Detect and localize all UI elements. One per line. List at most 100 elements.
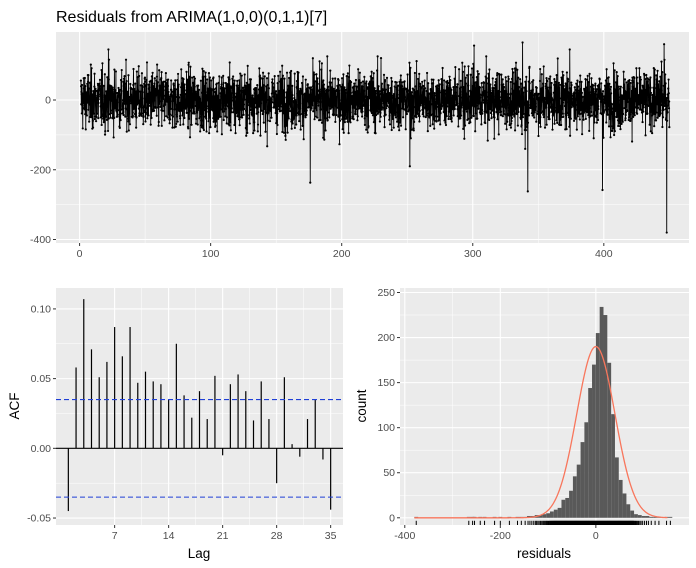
residuals-point	[326, 55, 329, 58]
residuals-point	[339, 102, 342, 105]
residuals-point	[167, 78, 170, 81]
residuals-rug	[415, 520, 671, 525]
residuals-point	[279, 99, 282, 102]
residuals-point	[612, 107, 615, 111]
residuals-point	[199, 79, 203, 82]
residuals-point	[608, 88, 611, 91]
residuals-point	[176, 106, 179, 109]
residuals-point	[396, 89, 399, 92]
residuals-point	[595, 97, 598, 100]
residuals-point	[485, 111, 489, 114]
residuals-point	[442, 89, 445, 92]
residuals-point	[562, 98, 566, 101]
residuals-point	[110, 109, 113, 112]
residuals-point	[164, 80, 167, 83]
residuals-point	[282, 131, 286, 134]
residuals-point	[251, 94, 254, 97]
residuals-point	[309, 86, 313, 89]
residuals-point	[399, 121, 402, 124]
residuals-point	[512, 71, 515, 74]
residuals-point	[264, 91, 267, 94]
residuals-point	[635, 67, 638, 70]
residuals-point	[418, 120, 421, 123]
residuals-point	[579, 100, 582, 103]
residuals-point	[543, 98, 546, 101]
residuals-point	[352, 118, 355, 121]
residuals-point	[566, 80, 569, 83]
residuals-point	[233, 79, 236, 82]
residuals-point	[88, 97, 91, 100]
histogram-bar	[546, 513, 550, 518]
residuals-point	[310, 107, 313, 110]
residuals-point	[93, 72, 96, 75]
residuals-point	[428, 100, 431, 103]
residuals-point	[648, 78, 651, 81]
residuals-point	[94, 120, 98, 123]
residuals-point	[365, 128, 368, 131]
residuals-point	[424, 107, 427, 110]
residuals-point	[379, 115, 382, 118]
residuals-point	[296, 103, 300, 107]
residuals-point	[290, 69, 293, 73]
acf-x-ticks: 7 14 21 28 35	[112, 525, 337, 542]
residuals-point	[408, 109, 411, 112]
residuals-point	[616, 88, 619, 91]
residuals-point	[348, 105, 351, 108]
residuals-point	[155, 75, 159, 78]
residuals-point	[100, 86, 104, 89]
residuals-point	[91, 126, 95, 129]
residuals-point	[581, 112, 584, 115]
residuals-point	[593, 94, 596, 97]
residuals-point	[146, 117, 149, 120]
residuals-point	[554, 80, 557, 83]
residuals-point	[380, 82, 384, 85]
residuals-point	[634, 100, 637, 103]
residuals-point	[266, 119, 269, 122]
residuals-point	[609, 97, 612, 100]
residuals-point	[595, 115, 598, 119]
residuals-point	[411, 117, 414, 120]
residuals-point	[239, 72, 242, 75]
residuals-point	[533, 92, 537, 95]
residuals-point	[578, 112, 582, 116]
residuals-point	[483, 93, 486, 97]
residuals-point	[144, 107, 148, 110]
residuals-point	[85, 114, 88, 117]
residuals-point	[510, 105, 513, 108]
residuals-point	[364, 114, 367, 117]
residuals-point	[273, 75, 276, 78]
residuals-point	[118, 88, 121, 91]
residuals-point	[662, 84, 665, 87]
residuals-point	[190, 87, 193, 91]
residuals-point	[541, 99, 544, 102]
residuals-point	[485, 99, 488, 102]
residuals-point	[383, 126, 386, 129]
residuals-point	[500, 114, 503, 117]
residuals-point	[225, 97, 228, 100]
histogram-bar	[557, 507, 562, 518]
residuals-point	[535, 120, 538, 123]
residuals-point	[536, 98, 540, 101]
residuals-point	[319, 108, 323, 111]
residuals-point	[193, 77, 197, 80]
residuals-point	[240, 89, 243, 92]
residuals-point	[228, 61, 231, 64]
residuals-point	[338, 119, 342, 122]
residuals-point	[539, 91, 542, 94]
residuals-point	[556, 121, 559, 124]
residuals-point	[124, 115, 127, 118]
residuals-point	[664, 73, 667, 76]
residuals-point	[542, 82, 545, 85]
residuals-point	[364, 82, 367, 85]
residuals-point	[286, 131, 289, 134]
residuals-point	[644, 134, 647, 137]
residuals-point	[81, 127, 84, 130]
residuals-point	[663, 43, 666, 46]
residuals-point	[545, 76, 548, 80]
residuals-point	[413, 94, 416, 97]
residuals-point	[119, 119, 122, 122]
residuals-point	[259, 134, 262, 137]
residuals-point	[322, 136, 325, 139]
residuals-point	[281, 109, 284, 112]
residuals-point	[661, 71, 664, 74]
